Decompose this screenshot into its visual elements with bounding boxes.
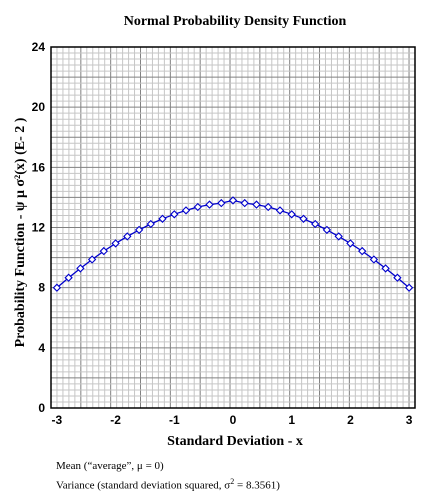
data-point — [322, 225, 332, 235]
data-point — [146, 219, 155, 229]
series-line — [56, 199, 410, 289]
data-point — [275, 206, 285, 215]
mean-note: Mean (“average”, μ = 0) — [56, 460, 164, 472]
y-tick-label: 12 — [32, 221, 46, 235]
x-tick-label: -1 — [169, 413, 180, 427]
y-tick-label: 20 — [32, 100, 46, 114]
data-point — [381, 264, 390, 273]
data-point — [123, 232, 132, 241]
chart-title: Normal Probability Density Function — [124, 14, 347, 29]
data-point — [299, 214, 308, 223]
data-point — [346, 239, 355, 248]
x-tick-label: 2 — [347, 413, 354, 427]
data-point — [287, 210, 296, 219]
data-point — [228, 196, 238, 205]
y-tick-label: 16 — [32, 160, 46, 174]
data-point — [76, 264, 85, 273]
data-point — [264, 202, 273, 212]
x-tick-label: 1 — [288, 413, 295, 427]
x-tick-label: 0 — [230, 413, 237, 427]
variance-suffix: = 8.3561) — [234, 479, 280, 492]
data-point — [181, 206, 191, 215]
data-point — [193, 202, 202, 212]
data-point — [334, 232, 343, 241]
y-tick-label: 4 — [38, 341, 45, 355]
grid — [50, 46, 416, 409]
x-axis-label: Standard Deviation - x — [167, 434, 303, 449]
data-point — [99, 246, 108, 256]
variance-prefix: Variance (standard deviation squared, σ — [56, 479, 231, 492]
variance-note: Variance (standard deviation squared, σ2… — [56, 474, 280, 494]
variance-superscript: 2 — [230, 477, 235, 486]
x-tick-label: -3 — [52, 413, 63, 427]
data-point — [393, 273, 402, 282]
data-point — [64, 273, 73, 282]
data-point — [134, 225, 144, 235]
x-tick-label: 3 — [406, 413, 413, 427]
data-point — [217, 198, 226, 208]
data-point — [311, 219, 320, 229]
data-point — [52, 283, 62, 292]
data-point — [158, 214, 167, 223]
data-point — [369, 255, 379, 264]
y-tick-label: 8 — [38, 281, 45, 295]
y-tick-label: 24 — [32, 40, 46, 54]
data-point — [252, 200, 261, 209]
y-tick-label: 0 — [38, 401, 45, 415]
data-point — [240, 198, 249, 208]
data-point — [170, 210, 179, 219]
x-tick-label: -2 — [110, 413, 121, 427]
data-point — [111, 239, 120, 248]
data-point — [358, 246, 367, 256]
y-axis-label: Probability Function - ψ μ σ²(x) (E- 2 ) — [13, 117, 28, 347]
data-point — [87, 255, 97, 264]
data-point — [404, 283, 414, 292]
notes: Mean (“average”, μ = 0) Variance (standa… — [56, 459, 280, 494]
series — [52, 196, 414, 292]
plot-frame — [50, 46, 416, 409]
data-point — [205, 200, 214, 209]
